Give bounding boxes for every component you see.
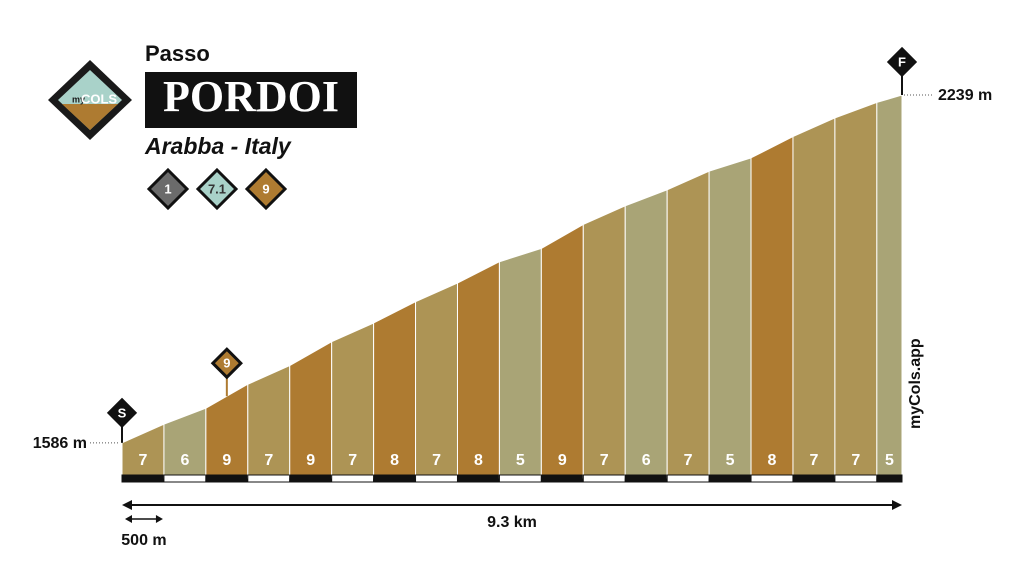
logo-small: my — [72, 94, 85, 104]
segment — [834, 101, 878, 479]
grade-label: 7 — [600, 452, 609, 469]
distance-band — [415, 474, 458, 483]
distance-band — [331, 474, 375, 483]
badge: 7.1 — [208, 181, 226, 196]
distance-band — [582, 474, 626, 483]
badge-shape — [244, 167, 288, 211]
segment — [456, 260, 500, 479]
arrow-head — [125, 515, 132, 523]
badge: 9 — [262, 181, 269, 196]
arrow-head — [155, 515, 163, 523]
grade-label: 6 — [642, 452, 651, 469]
distance-band — [624, 474, 668, 483]
grade-label: 7 — [432, 452, 441, 469]
segment — [666, 170, 710, 479]
grade-label: 9 — [222, 452, 231, 469]
distance-band — [163, 474, 207, 483]
segment — [876, 94, 903, 479]
grade-label: 5 — [726, 452, 735, 469]
segment — [750, 135, 794, 479]
distance-band — [205, 474, 249, 483]
grade-label: 8 — [768, 452, 777, 469]
badge-shape — [146, 167, 190, 211]
distance-band — [750, 474, 794, 483]
arrow-head — [122, 500, 132, 510]
start-label: 1586 m — [33, 435, 87, 452]
grade-label: 5 — [516, 452, 525, 469]
badge: 1 — [164, 181, 171, 196]
grade-label: 9 — [306, 452, 315, 469]
pre-title: Passo — [145, 41, 210, 66]
grade-label: 5 — [885, 452, 894, 469]
segment — [708, 157, 752, 479]
segment — [540, 223, 584, 479]
segment — [121, 423, 165, 479]
credit: myCols.app — [907, 338, 924, 429]
finish-marker-shape — [886, 46, 918, 78]
grade-label: 7 — [809, 452, 818, 469]
grade-label: 9 — [558, 452, 567, 469]
distance-band — [540, 474, 584, 483]
distance-band — [498, 474, 542, 483]
max-grade-marker-shape — [210, 347, 243, 380]
logo-big: COLS — [81, 91, 117, 106]
finish-marker: F — [898, 54, 906, 69]
segment — [415, 282, 458, 479]
distance-band — [456, 474, 500, 483]
grade-label: 7 — [348, 452, 357, 469]
segment — [582, 205, 626, 479]
distance-band — [373, 474, 417, 483]
title-box — [145, 72, 357, 128]
max-grade-marker: 9 — [223, 356, 230, 371]
grade-label: 7 — [264, 452, 273, 469]
grade-label: 7 — [684, 452, 693, 469]
scale-label: 500 m — [121, 532, 166, 549]
subtitle: Arabba - Italy — [144, 133, 292, 159]
grade-label: 8 — [390, 452, 399, 469]
distance-band — [792, 474, 836, 483]
segment — [498, 247, 542, 479]
arrow-head — [892, 500, 902, 510]
segment — [792, 117, 836, 479]
logo-ground — [62, 104, 118, 130]
chart-title: PORDOI — [163, 72, 339, 121]
distance-band — [876, 474, 903, 483]
distance-band — [666, 474, 710, 483]
segment — [624, 189, 668, 479]
start-marker-shape — [106, 397, 138, 428]
distance-band — [834, 474, 878, 483]
distance-band — [121, 474, 165, 483]
grade-label: 7 — [851, 452, 860, 469]
distance-label: 9.3 km — [487, 514, 537, 531]
badge-shape — [195, 167, 239, 211]
start-marker: S — [118, 405, 127, 420]
distance-band — [247, 474, 291, 483]
grade-label: 8 — [474, 452, 483, 469]
distance-band — [289, 474, 333, 483]
distance-band — [708, 474, 752, 483]
logo: my COLS — [48, 60, 132, 140]
finish-label: 2239 m — [938, 87, 992, 104]
grade-label: 7 — [139, 452, 148, 469]
grade-label: 6 — [180, 452, 189, 469]
